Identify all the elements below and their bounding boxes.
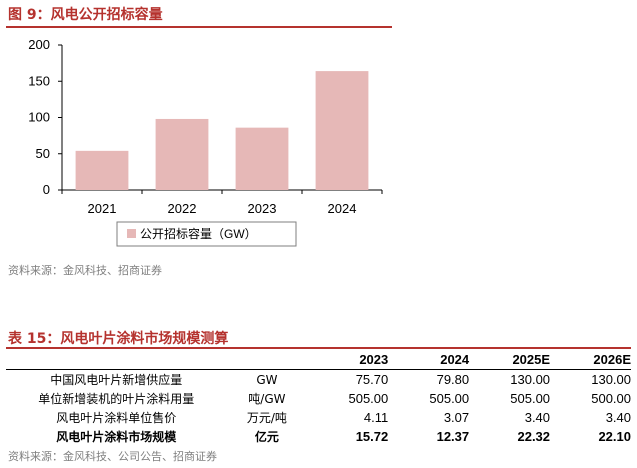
table-title-rule — [6, 347, 631, 349]
table-row-total: 风电叶片涂料市场规模 亿元 15.72 12.37 22.32 22.10 — [6, 427, 631, 446]
x-tick-label: 2022 — [168, 201, 197, 216]
table-header-row: 2023 2024 2025E 2026E — [6, 350, 631, 370]
legend-swatch — [127, 229, 136, 238]
row-unit: 吨/GW — [248, 392, 286, 406]
market-size-table: 2023 2024 2025E 2026E 中国风电叶片新增供应量 GW 75.… — [6, 350, 631, 446]
row-value: 3.40 — [524, 410, 551, 425]
bar — [75, 150, 129, 190]
row-value: 130.00 — [510, 372, 551, 387]
y-tick-label: 200 — [28, 37, 50, 52]
row-label: 单位新增装机的叶片涂料用量 — [38, 392, 195, 406]
row-label: 风电叶片涂料单位售价 — [56, 411, 177, 425]
x-tick-label: 2021 — [88, 201, 117, 216]
row-value: 12.37 — [436, 429, 470, 444]
figure-title: 图 9：风电公开招标容量 — [8, 7, 163, 23]
header-cell: 2024 — [388, 350, 470, 370]
bar — [235, 127, 289, 190]
bar-chart: 0 50 100 150 200 2021 2022 2023 2024 公开招标容量（GW） — [28, 37, 383, 247]
row-value: 500.00 — [591, 391, 631, 406]
row-value: 505.00 — [348, 391, 389, 406]
table-source: 资料来源：金风科技、公司公告、招商证券 — [8, 450, 217, 463]
row-value: 3.40 — [605, 410, 631, 425]
chart-bars — [75, 71, 369, 190]
header-cell: 2026E — [550, 350, 631, 370]
row-label: 风电叶片涂料市场规模 — [56, 430, 177, 444]
header-cell: 2025E — [469, 350, 551, 370]
row-value: 15.72 — [355, 429, 389, 444]
table-title: 表 15：风电叶片涂料市场规模测算 — [8, 331, 229, 347]
table-row: 单位新增装机的叶片涂料用量 吨/GW 505.00 505.00 505.00 … — [6, 389, 631, 408]
y-tick-label: 150 — [28, 73, 50, 88]
chart-axes: 0 50 100 150 200 2021 2022 2023 2024 — [28, 37, 383, 216]
row-unit: 万元/吨 — [246, 411, 287, 425]
y-tick-label: 100 — [28, 110, 50, 125]
row-value: 22.32 — [517, 429, 551, 444]
chart-legend: 公开招标容量（GW） — [116, 221, 297, 247]
figure-source: 资料来源：金风科技、招商证券 — [8, 264, 162, 277]
y-tick-label: 50 — [36, 146, 50, 161]
bar — [315, 71, 369, 190]
row-unit: 亿元 — [254, 430, 279, 444]
x-tick-label: 2024 — [328, 201, 357, 216]
table-row: 中国风电叶片新增供应量 GW 75.70 79.80 130.00 130.00 — [6, 370, 631, 390]
header-cell — [6, 350, 227, 370]
row-value: 505.00 — [429, 391, 470, 406]
row-unit: GW — [256, 372, 278, 387]
table-row: 风电叶片涂料单位售价 万元/吨 4.11 3.07 3.40 3.40 — [6, 408, 631, 427]
row-label: 中国风电叶片新增供应量 — [50, 373, 183, 387]
row-value: 75.70 — [355, 372, 389, 387]
x-tick-label: 2023 — [248, 201, 277, 216]
row-value: 505.00 — [510, 391, 551, 406]
row-value: 22.10 — [598, 429, 631, 444]
y-tick-label: 0 — [43, 182, 50, 197]
row-value: 130.00 — [591, 372, 631, 387]
bar — [155, 118, 209, 190]
legend-box — [116, 221, 297, 247]
header-cell: 2023 — [307, 350, 389, 370]
header-cell — [226, 350, 308, 370]
legend-label: 公开招标容量（GW） — [140, 226, 257, 241]
figure-title-rule — [6, 26, 392, 28]
row-value: 4.11 — [363, 410, 389, 425]
row-value: 79.80 — [436, 372, 470, 387]
row-value: 3.07 — [443, 410, 470, 425]
